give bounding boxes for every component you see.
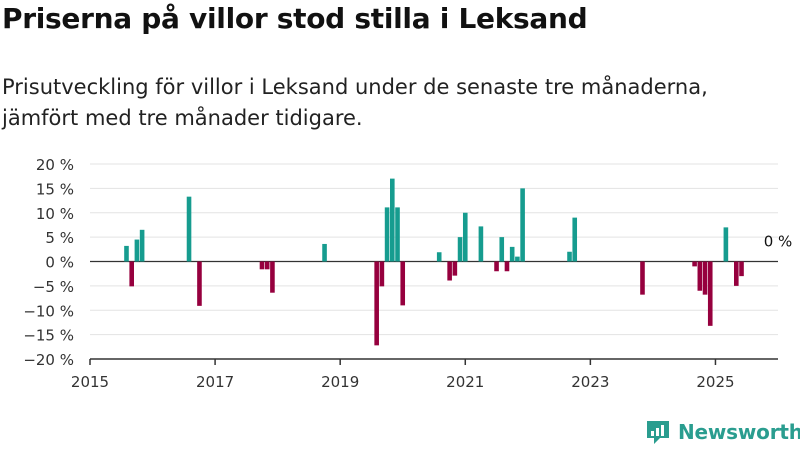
bar	[457, 237, 463, 262]
bar	[390, 178, 395, 262]
y-tick-label: −10 %	[23, 302, 74, 320]
bar	[259, 261, 265, 270]
y-axis-ticks: 20 % 15 % 10 % 5 % 0 % −5 % −10 % −15 % −20 %	[23, 156, 74, 369]
bar	[462, 212, 468, 262]
bar	[572, 217, 578, 262]
bar	[264, 261, 270, 270]
chart-subtitle: Prisutveckling för villor i Leksand unde…	[2, 75, 708, 130]
y-tick-label: 20 %	[36, 156, 74, 174]
brand-name: Newsworthy	[678, 420, 800, 444]
x-tick-label: 2019	[321, 373, 359, 391]
bar	[499, 237, 505, 262]
x-tick-label: 2025	[696, 373, 734, 391]
y-tick-label: −20 %	[23, 351, 74, 369]
bar	[452, 261, 458, 276]
bar	[504, 261, 510, 272]
chart-title: Priserna på villor stod stilla i Leksand	[2, 2, 588, 35]
bar	[567, 251, 572, 262]
bar	[384, 207, 390, 262]
x-tick-label: 2015	[71, 373, 109, 391]
bar	[697, 261, 703, 291]
bar	[692, 261, 697, 267]
x-axis: 2015 2017 2019 2021 2023 2025	[71, 358, 778, 391]
bar	[702, 261, 708, 295]
bar	[124, 245, 129, 262]
bar	[447, 261, 452, 281]
bar	[400, 261, 406, 306]
y-tick-label: 10 %	[36, 205, 74, 223]
bar	[739, 261, 744, 277]
bar	[186, 196, 192, 262]
bar	[509, 246, 515, 262]
x-tick-label: 2021	[446, 373, 484, 391]
x-tick-label: 2023	[571, 373, 609, 391]
bar	[478, 226, 484, 262]
bar	[129, 261, 134, 287]
x-tick-label: 2017	[196, 373, 234, 391]
bar	[707, 261, 713, 326]
y-tick-label: −15 %	[23, 327, 74, 345]
bar	[134, 239, 140, 262]
gridlines	[90, 163, 778, 360]
newsworthy-logo-icon	[647, 421, 669, 444]
bar	[640, 261, 645, 295]
bar	[322, 243, 327, 262]
annotations: 0 %	[764, 233, 793, 251]
y-tick-label: 15 %	[36, 180, 74, 198]
bar	[520, 188, 525, 262]
bar	[494, 261, 499, 272]
bar	[270, 261, 275, 293]
bar	[734, 261, 739, 286]
bar	[379, 261, 385, 287]
bar	[436, 252, 442, 262]
newsworthy-logo: Newsworthy	[644, 418, 800, 446]
bar	[395, 207, 400, 262]
y-tick-label: 5 %	[45, 229, 74, 247]
bar	[515, 256, 520, 262]
bar	[374, 261, 379, 346]
bar	[723, 227, 729, 262]
bar	[139, 229, 145, 262]
y-tick-label: 0 %	[45, 254, 74, 272]
latest-value-label: 0 %	[764, 233, 793, 251]
y-tick-label: −5 %	[33, 278, 74, 296]
bars	[124, 178, 744, 346]
bar	[197, 261, 202, 306]
